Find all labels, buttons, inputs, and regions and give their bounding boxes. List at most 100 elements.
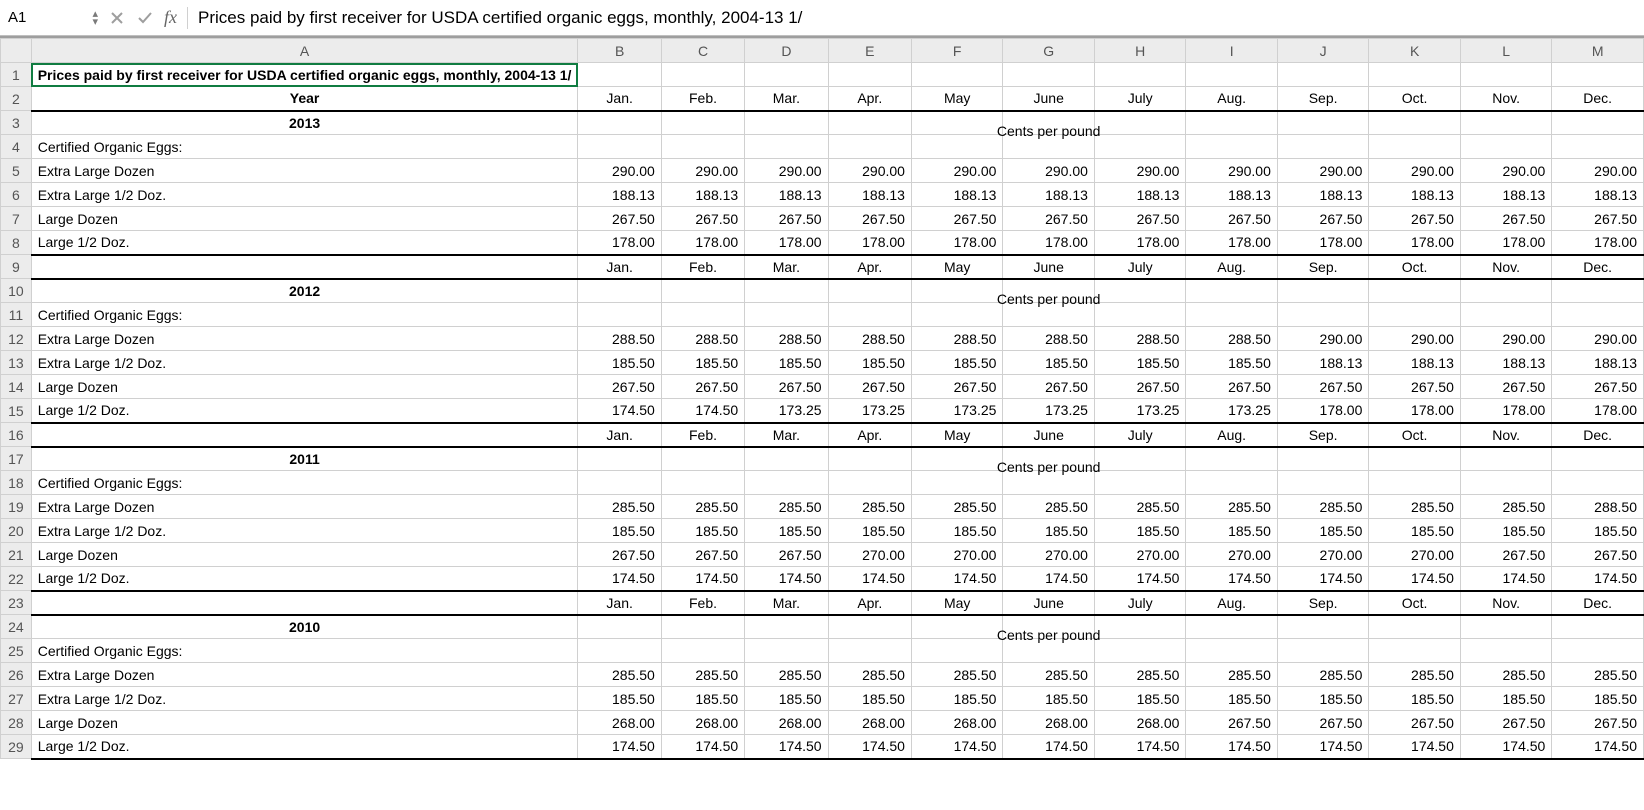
cell-M10[interactable]	[1552, 279, 1644, 303]
cell-M12[interactable]: 290.00	[1552, 327, 1644, 351]
cell-I25[interactable]	[1186, 639, 1277, 663]
cell-A16[interactable]	[31, 423, 578, 447]
cell-C28[interactable]: 268.00	[661, 711, 744, 735]
cell-K10[interactable]	[1369, 279, 1460, 303]
cell-I2[interactable]: Aug.	[1186, 87, 1277, 111]
cell-E20[interactable]: 185.50	[828, 519, 911, 543]
cell-L8[interactable]: 178.00	[1460, 231, 1551, 255]
cell-H11[interactable]	[1094, 303, 1185, 327]
cell-A20[interactable]: Extra Large 1/2 Doz.	[31, 519, 578, 543]
cell-I18[interactable]	[1186, 471, 1277, 495]
cell-C13[interactable]: 185.50	[661, 351, 744, 375]
cell-H18[interactable]	[1094, 471, 1185, 495]
cell-D11[interactable]	[745, 303, 828, 327]
cell-G19[interactable]: 285.50	[1003, 495, 1094, 519]
cell-L11[interactable]	[1460, 303, 1551, 327]
cell-E16[interactable]: Apr.	[828, 423, 911, 447]
cell-I14[interactable]: 267.50	[1186, 375, 1277, 399]
cell-F16[interactable]: May	[911, 423, 1002, 447]
cell-K25[interactable]	[1369, 639, 1460, 663]
cell-J8[interactable]: 178.00	[1277, 231, 1368, 255]
cell-J17[interactable]	[1277, 447, 1368, 471]
cell-L19[interactable]: 285.50	[1460, 495, 1551, 519]
cell-E27[interactable]: 185.50	[828, 687, 911, 711]
cell-D28[interactable]: 268.00	[745, 711, 828, 735]
cell-J12[interactable]: 290.00	[1277, 327, 1368, 351]
cell-J4[interactable]	[1277, 135, 1368, 159]
cell-M22[interactable]: 174.50	[1552, 567, 1644, 591]
cell-C3[interactable]	[661, 111, 744, 135]
cell-M27[interactable]: 185.50	[1552, 687, 1644, 711]
cell-I29[interactable]: 174.50	[1186, 735, 1277, 759]
cell-D12[interactable]: 288.50	[745, 327, 828, 351]
cell-A19[interactable]: Extra Large Dozen	[31, 495, 578, 519]
cell-F4[interactable]	[911, 135, 1002, 159]
cell-E28[interactable]: 268.00	[828, 711, 911, 735]
cell-I6[interactable]: 188.13	[1186, 183, 1277, 207]
cell-B14[interactable]: 267.50	[578, 375, 661, 399]
cell-A11[interactable]: Certified Organic Eggs:	[31, 303, 578, 327]
cell-E7[interactable]: 267.50	[828, 207, 911, 231]
cell-I15[interactable]: 173.25	[1186, 399, 1277, 423]
cell-A15[interactable]: Large 1/2 Doz.	[31, 399, 578, 423]
cell-M20[interactable]: 185.50	[1552, 519, 1644, 543]
col-header-H[interactable]: H	[1094, 39, 1185, 63]
cell-J14[interactable]: 267.50	[1277, 375, 1368, 399]
cell-I4[interactable]	[1186, 135, 1277, 159]
cell-J5[interactable]: 290.00	[1277, 159, 1368, 183]
cell-J19[interactable]: 285.50	[1277, 495, 1368, 519]
cell-F10[interactable]	[911, 279, 1002, 303]
cell-H9[interactable]: July	[1094, 255, 1185, 279]
cell-B9[interactable]: Jan.	[578, 255, 661, 279]
cell-E29[interactable]: 174.50	[828, 735, 911, 759]
cell-H1[interactable]	[1094, 63, 1185, 87]
row-header-2[interactable]: 2	[1, 87, 32, 111]
row-header-8[interactable]: 8	[1, 231, 32, 255]
cell-H5[interactable]: 290.00	[1094, 159, 1185, 183]
row-header-21[interactable]: 21	[1, 543, 32, 567]
cell-E6[interactable]: 188.13	[828, 183, 911, 207]
cell-J26[interactable]: 285.50	[1277, 663, 1368, 687]
cell-L28[interactable]: 267.50	[1460, 711, 1551, 735]
cell-L17[interactable]	[1460, 447, 1551, 471]
cell-I9[interactable]: Aug.	[1186, 255, 1277, 279]
cell-K12[interactable]: 290.00	[1369, 327, 1460, 351]
cell-B2[interactable]: Jan.	[578, 87, 661, 111]
row-header-20[interactable]: 20	[1, 519, 32, 543]
cell-F28[interactable]: 268.00	[911, 711, 1002, 735]
cell-F18[interactable]	[911, 471, 1002, 495]
cell-C7[interactable]: 267.50	[661, 207, 744, 231]
cell-E22[interactable]: 174.50	[828, 567, 911, 591]
cell-G9[interactable]: June	[1003, 255, 1094, 279]
cell-F8[interactable]: 178.00	[911, 231, 1002, 255]
cell-D9[interactable]: Mar.	[745, 255, 828, 279]
cell-C8[interactable]: 178.00	[661, 231, 744, 255]
col-header-M[interactable]: M	[1552, 39, 1644, 63]
cell-M4[interactable]	[1552, 135, 1644, 159]
cell-J21[interactable]: 270.00	[1277, 543, 1368, 567]
cell-A13[interactable]: Extra Large 1/2 Doz.	[31, 351, 578, 375]
cell-K1[interactable]	[1369, 63, 1460, 87]
cell-H28[interactable]: 268.00	[1094, 711, 1185, 735]
cell-H16[interactable]: July	[1094, 423, 1185, 447]
cell-J7[interactable]: 267.50	[1277, 207, 1368, 231]
cell-I7[interactable]: 267.50	[1186, 207, 1277, 231]
cell-L18[interactable]	[1460, 471, 1551, 495]
cell-F6[interactable]: 188.13	[911, 183, 1002, 207]
cell-L20[interactable]: 185.50	[1460, 519, 1551, 543]
cell-G27[interactable]: 185.50	[1003, 687, 1094, 711]
cell-D26[interactable]: 285.50	[745, 663, 828, 687]
cell-H27[interactable]: 185.50	[1094, 687, 1185, 711]
cell-D1[interactable]	[745, 63, 828, 87]
cell-B16[interactable]: Jan.	[578, 423, 661, 447]
cell-J1[interactable]	[1277, 63, 1368, 87]
cell-L6[interactable]: 188.13	[1460, 183, 1551, 207]
cell-E15[interactable]: 173.25	[828, 399, 911, 423]
col-header-E[interactable]: E	[828, 39, 911, 63]
col-header-I[interactable]: I	[1186, 39, 1277, 63]
cell-G14[interactable]: 267.50	[1003, 375, 1094, 399]
cell-F17[interactable]	[911, 447, 1002, 471]
cell-H22[interactable]: 174.50	[1094, 567, 1185, 591]
col-header-K[interactable]: K	[1369, 39, 1460, 63]
cell-E8[interactable]: 178.00	[828, 231, 911, 255]
